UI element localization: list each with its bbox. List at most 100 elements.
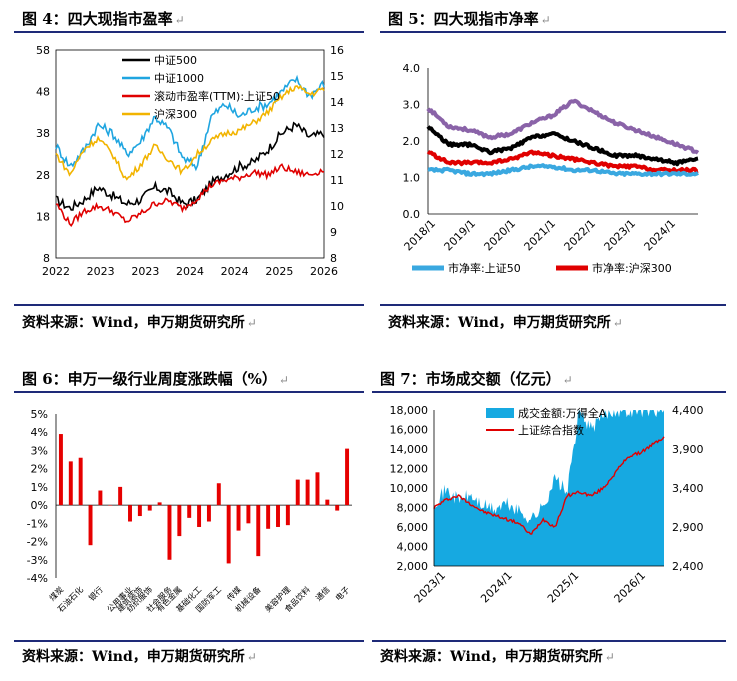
legend-label: 中证500: [154, 54, 197, 67]
divider: [14, 640, 364, 642]
y-tick-label: -1%: [27, 517, 48, 530]
fig5-title: 图 5：四大现指市净率 ↵: [388, 10, 551, 28]
category-label: 电子: [333, 584, 351, 602]
bar: [58, 434, 63, 506]
series-line: [426, 98, 700, 155]
y-left-tick-label: 8,000: [397, 502, 429, 515]
bar: [108, 505, 113, 506]
x-tick-label: 2021/1: [522, 217, 559, 254]
bar: [78, 457, 83, 506]
bar: [295, 479, 300, 506]
y-tick-label: -4%: [27, 572, 48, 585]
x-tick-label: 2020/1: [482, 217, 519, 254]
legend-label: 沪深300: [154, 107, 197, 121]
divider: [380, 304, 726, 306]
y-tick-label: 4.0: [403, 62, 421, 75]
category-label: 通信: [313, 584, 331, 602]
y-left-tick-label: 10,000: [390, 482, 429, 495]
x-tick-label: 2018/1: [402, 217, 439, 254]
bar: [246, 505, 251, 524]
bar: [256, 505, 261, 557]
bar: [177, 505, 182, 537]
bar: [325, 499, 330, 506]
bar: [147, 505, 152, 511]
y-right-tick-label: 11: [330, 174, 344, 187]
x-tick-label: 2023: [87, 265, 115, 278]
bar: [345, 448, 350, 506]
fig7-title: 图 7：市场成交额（亿元） ↵: [380, 370, 573, 388]
bar: [276, 505, 280, 527]
y-left-tick-label: 8: [43, 252, 50, 265]
category-label: 银行: [86, 584, 104, 602]
y-right-tick-label: 3,400: [672, 482, 704, 495]
divider: [372, 391, 726, 393]
index-line: [433, 436, 665, 535]
legend-label: 中证1000: [154, 72, 204, 85]
bar: [68, 461, 73, 506]
bar: [226, 505, 231, 564]
x-tick-label: 2026/1: [612, 569, 649, 606]
y-tick-label: 1%: [31, 481, 48, 494]
legend-label: 成交金额:万得全A: [518, 406, 607, 420]
x-tick-label: 2019/1: [442, 217, 479, 254]
divider: [380, 31, 726, 33]
bar: [305, 479, 310, 506]
y-tick-label: 0%: [31, 499, 48, 512]
y-tick-label: 3%: [31, 444, 48, 457]
x-tick-label: 2024: [221, 265, 249, 278]
x-tick-label: 2023/1: [602, 217, 639, 254]
y-tick-label: 2%: [31, 463, 48, 476]
fig5-source: 资料来源：Wind，申万期货研究所 ↵: [388, 315, 623, 331]
bar: [167, 505, 172, 560]
y-right-tick-label: 3,900: [672, 443, 704, 456]
divider: [14, 31, 364, 33]
y-left-tick-label: 4,000: [397, 541, 429, 554]
fig4-source: 资料来源：Wind，申万期货研究所 ↵: [22, 315, 257, 331]
series-line: [55, 121, 325, 211]
bar: [335, 505, 340, 511]
legend-label: 市净率:沪深300: [592, 261, 672, 275]
y-tick-label: 3.0: [403, 99, 421, 112]
y-right-tick-label: 16: [330, 44, 344, 57]
y-right-tick-label: 15: [330, 70, 344, 83]
fig4-title: 图 4：四大现指市盈率 ↵: [22, 10, 185, 28]
y-left-tick-label: 18,000: [390, 404, 429, 417]
bar: [128, 505, 132, 522]
divider: [372, 640, 726, 642]
legend-label: 市净率:上证50: [448, 261, 521, 275]
y-right-tick-label: 9: [330, 226, 337, 239]
x-tick-label: 2023: [131, 265, 159, 278]
bar: [315, 472, 320, 506]
x-tick-label: 2025/1: [545, 569, 582, 606]
bar: [236, 505, 241, 531]
volume-area: [434, 410, 664, 566]
y-right-tick-label: 2,900: [672, 521, 704, 534]
divider: [14, 304, 364, 306]
y-left-tick-label: 18: [36, 210, 50, 223]
y-tick-label: 1.0: [403, 172, 421, 185]
fig6-title: 图 6：申万一级行业周度涨跌幅（%） ↵: [22, 370, 289, 388]
y-left-tick-label: 28: [36, 169, 50, 182]
bar: [197, 505, 202, 527]
series-line: [55, 74, 325, 172]
y-tick-label: -2%: [27, 536, 48, 549]
y-tick-label: 5%: [31, 408, 48, 421]
y-left-tick-label: 14,000: [390, 443, 429, 456]
x-tick-label: 2025: [265, 265, 293, 278]
legend-label: 上证综合指数: [518, 423, 584, 437]
x-tick-label: 2024/1: [642, 217, 679, 254]
bar: [98, 490, 103, 506]
fig7-chart: 18,000 16,000 14,000 12,000 10,000 8,000 6,000…: [390, 404, 704, 606]
y-left-tick-label: 12,000: [390, 463, 429, 476]
y-right-tick-label: 14: [330, 96, 344, 109]
series-line: [426, 125, 699, 167]
fig6-source: 资料来源：Wind，申万期货研究所 ↵: [22, 649, 257, 665]
bar: [118, 486, 123, 506]
x-tick-label: 2024: [176, 265, 204, 278]
x-tick-label: 2024/1: [478, 569, 515, 606]
bar: [285, 505, 290, 526]
fig7-source: 资料来源：Wind，申万期货研究所 ↵: [380, 649, 615, 665]
legend-swatch: [486, 408, 514, 418]
series-line: [426, 149, 699, 174]
